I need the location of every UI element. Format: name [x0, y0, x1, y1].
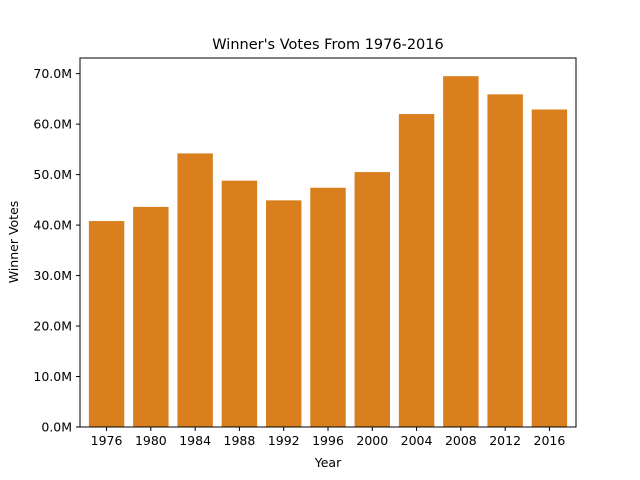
- y-tick-label: 60.0M: [33, 117, 72, 132]
- x-tick-label: 2012: [489, 433, 521, 448]
- y-tick-label: 70.0M: [33, 66, 72, 81]
- x-tick-label: 1980: [135, 433, 167, 448]
- bar-2004: [398, 114, 435, 427]
- bar-1980: [133, 206, 169, 427]
- x-axis-label: Year: [314, 455, 342, 470]
- y-tick-label: 50.0M: [33, 167, 72, 182]
- y-tick-label: 40.0M: [33, 218, 72, 233]
- bar-2012: [487, 94, 523, 427]
- x-tick-label: 1996: [312, 433, 344, 448]
- bar-2016: [531, 109, 568, 428]
- y-tick-label: 30.0M: [33, 268, 72, 283]
- y-tick-label: 20.0M: [33, 319, 72, 334]
- x-tick-label: 1984: [179, 433, 211, 448]
- bar-2008: [443, 76, 479, 428]
- bar-2000: [354, 172, 390, 427]
- bar-1992: [266, 200, 302, 427]
- x-tick-label: 2000: [356, 433, 388, 448]
- y-axis-label: Winner Votes: [6, 201, 21, 284]
- x-tick-label: 2016: [534, 433, 566, 448]
- chart-title: Winner's Votes From 1976-2016: [212, 37, 443, 53]
- x-tick-label: 1976: [91, 433, 123, 448]
- y-tick-label: 10.0M: [33, 369, 72, 384]
- x-tick-label: 1988: [224, 433, 256, 448]
- x-axis: 1976 1980 1984 1988 1992 1996 2000 2004 2008 2012…: [91, 427, 566, 448]
- bars-group: [88, 76, 568, 428]
- y-tick-label: 0.0M: [41, 420, 72, 435]
- bar-1988: [221, 180, 258, 427]
- y-axis: 0.0M 10.0M 20.0M 30.0M 40.0M 50.0M 60.0M 70.0M: [33, 66, 80, 435]
- bar-1976: [88, 221, 125, 427]
- x-tick-label: 2008: [445, 433, 477, 448]
- bar-1984: [177, 153, 213, 427]
- x-tick-label: 2004: [401, 433, 433, 448]
- x-tick-label: 1992: [268, 433, 300, 448]
- bar-1996: [310, 187, 346, 427]
